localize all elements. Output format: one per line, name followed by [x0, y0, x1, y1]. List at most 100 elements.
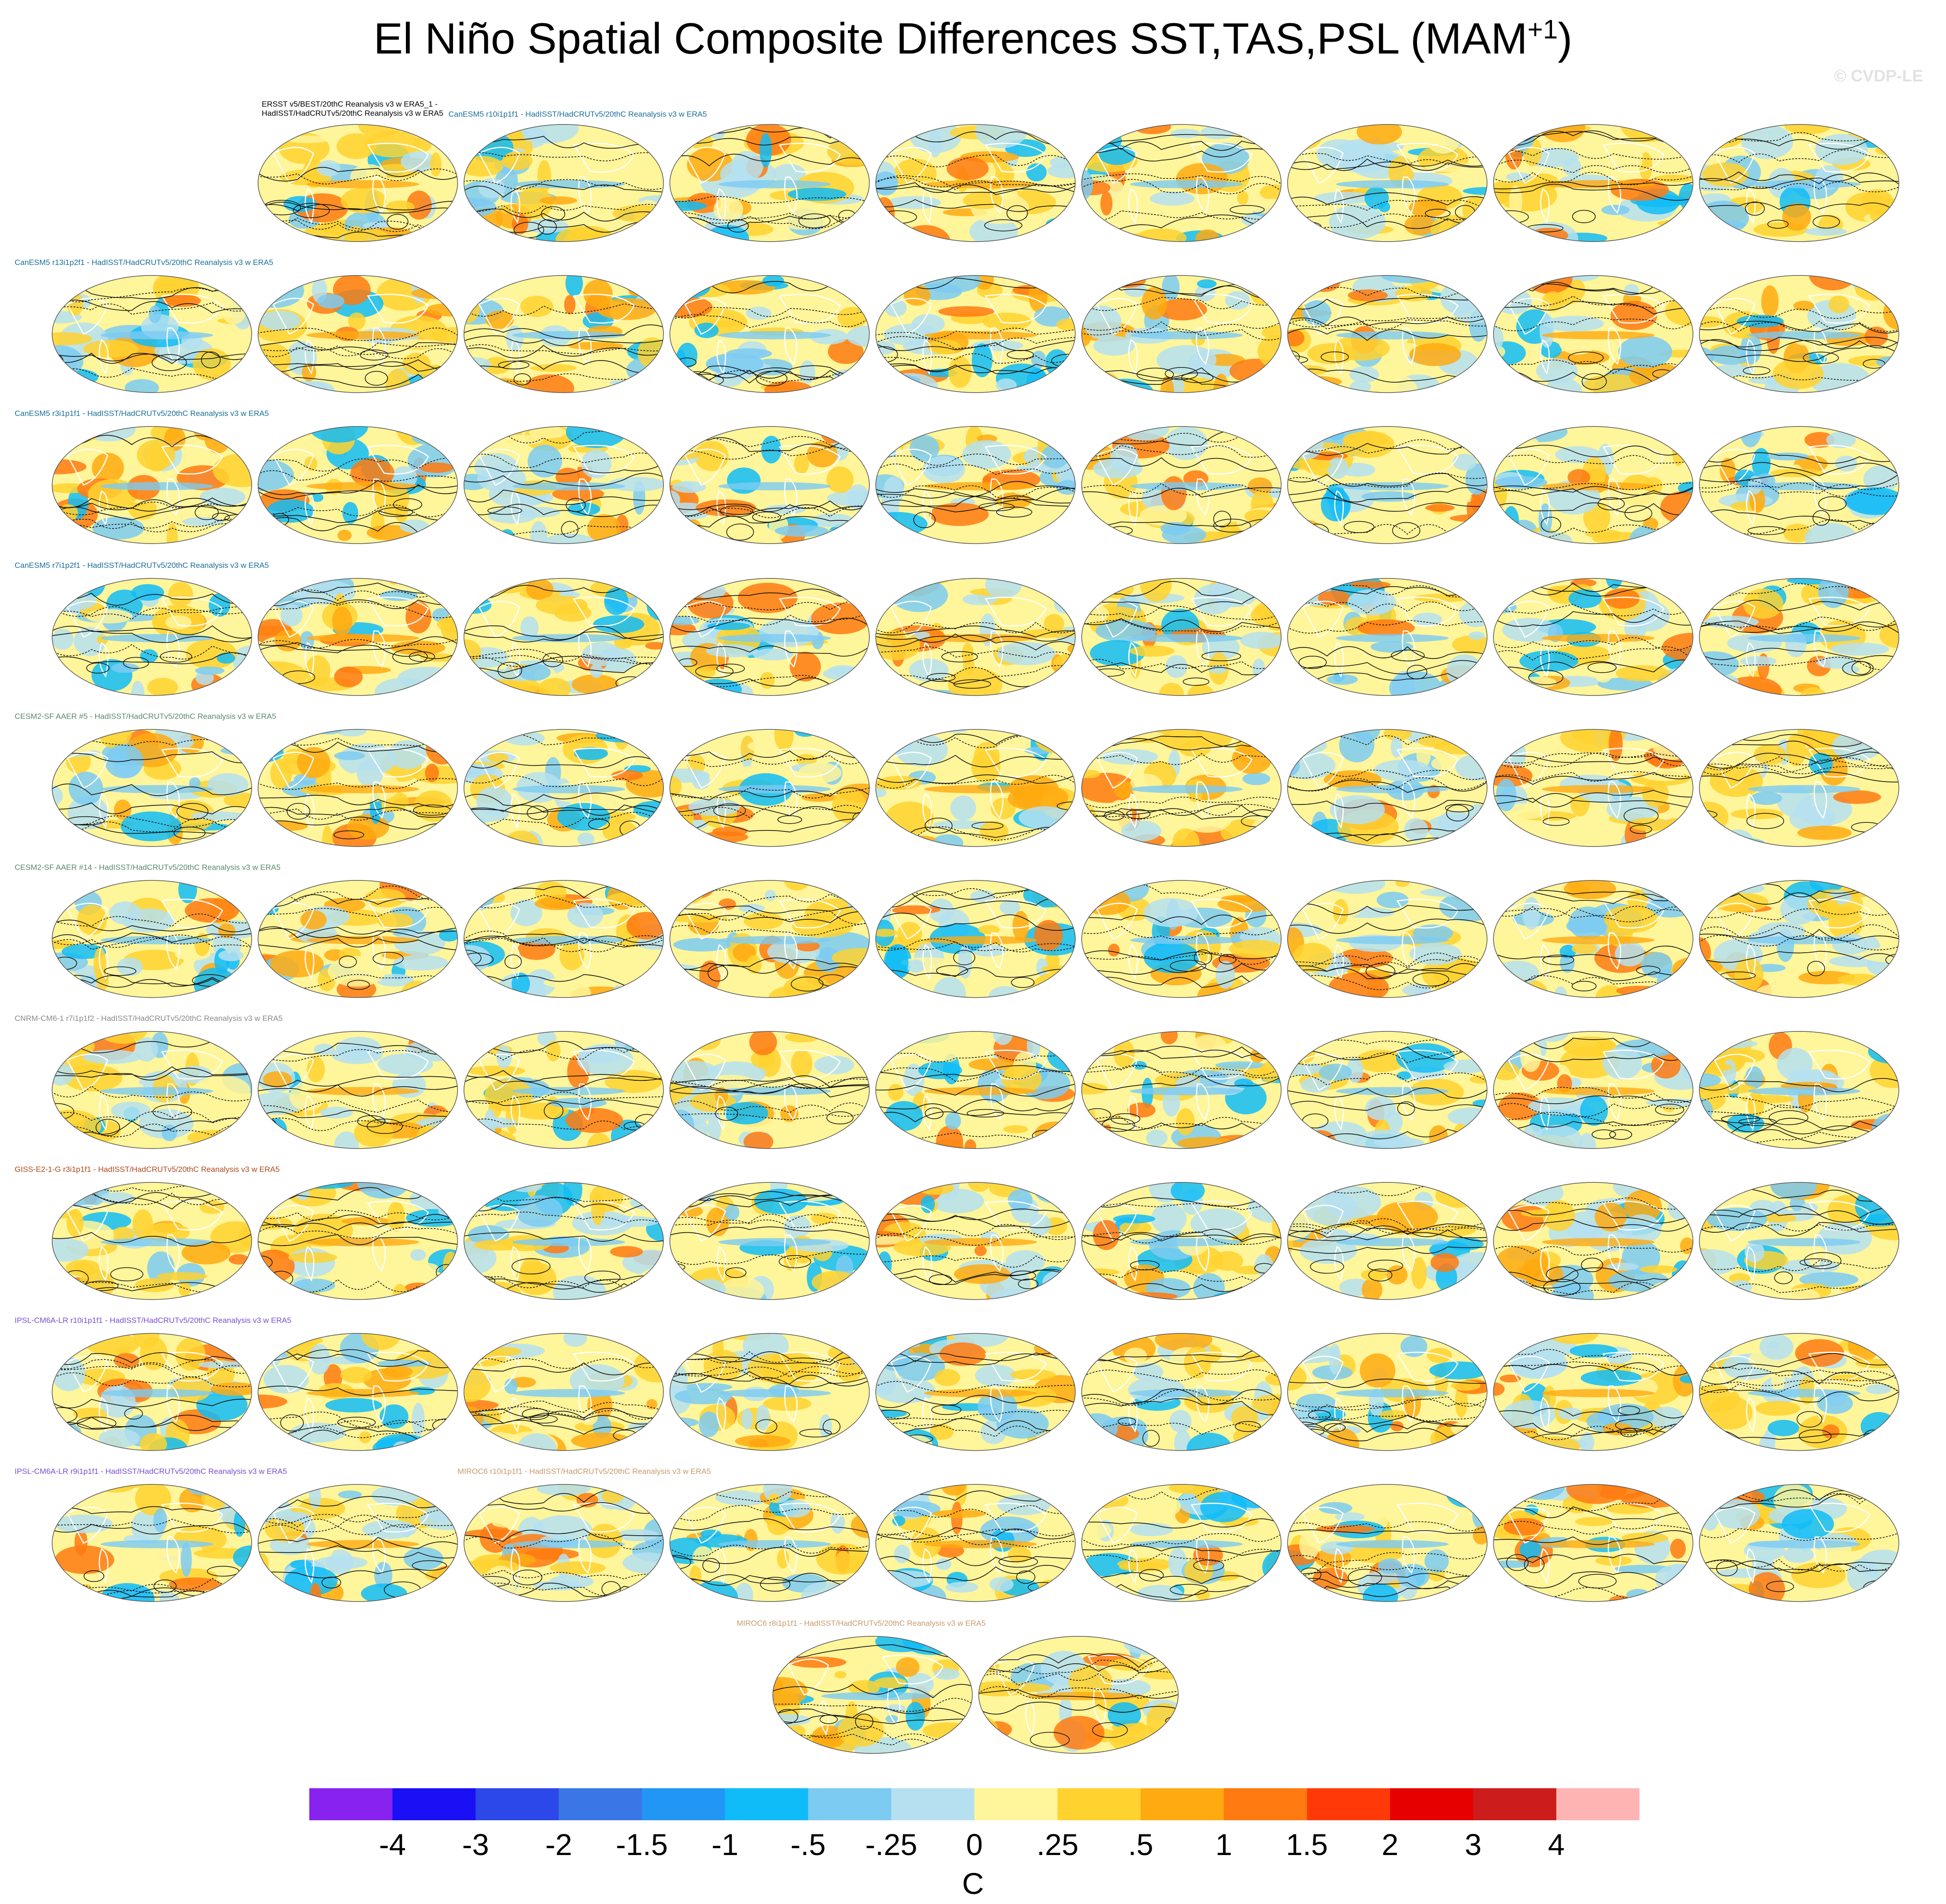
map-border	[669, 1333, 870, 1451]
colorbar-ticks: -4 -3 -2 -1.5 -1 -.5 -.25 0.25.5 1 1.5 2 3 4	[0, 1827, 1946, 1868]
anomaly-patch	[1374, 760, 1431, 782]
psl-contour	[876, 363, 1075, 374]
anomaly-patch	[394, 930, 445, 955]
map-field	[1082, 729, 1281, 847]
psl-contour	[1082, 1398, 1281, 1415]
map-border	[669, 1031, 870, 1149]
psl-contour-closed	[1343, 521, 1375, 533]
land-outline	[272, 297, 314, 335]
anomaly-patch	[1129, 645, 1175, 657]
anomaly-patch	[746, 1215, 770, 1238]
psl-contour	[876, 1232, 1075, 1246]
psl-contour	[52, 608, 252, 620]
composite-map	[875, 1484, 1076, 1602]
anomaly-patch	[670, 200, 707, 211]
anomaly-patch	[1082, 888, 1131, 915]
psl-contour-closed	[1170, 960, 1207, 972]
psl-contour-closed	[826, 1111, 854, 1125]
psl-contour-closed	[913, 512, 936, 529]
anomaly-patch	[296, 1187, 310, 1201]
anomaly-patch	[1035, 384, 1062, 393]
anomaly-patch	[1618, 335, 1672, 368]
anomaly-patch	[689, 1565, 702, 1587]
map-border	[1493, 1182, 1693, 1300]
anomaly-patch	[1100, 1144, 1153, 1149]
psl-contour	[876, 621, 1075, 633]
land-outline	[1396, 747, 1459, 778]
psl-contour-closed	[1082, 1275, 1095, 1284]
psl-contour	[464, 656, 663, 667]
anomaly-patch	[1495, 1245, 1549, 1279]
psl-contour	[258, 1226, 458, 1239]
land-outline	[1508, 751, 1550, 789]
anomaly-patch	[1240, 631, 1281, 649]
colorbar-tick-label: 1	[1215, 1828, 1232, 1861]
psl-contour	[464, 1047, 663, 1061]
land-outline	[367, 444, 429, 475]
psl-contour	[258, 938, 458, 950]
psl-contour	[464, 935, 663, 948]
anomaly-patch	[336, 729, 367, 737]
anomaly-patch	[1430, 1253, 1459, 1272]
anomaly-patch	[1162, 525, 1207, 544]
psl-contour	[258, 168, 458, 184]
land-outline	[1190, 596, 1253, 627]
psl-contour	[1082, 618, 1281, 632]
psl-contour	[1699, 480, 1899, 494]
map-border	[464, 1484, 664, 1602]
anomaly-patch	[831, 1500, 864, 1518]
anomaly-patch	[465, 1424, 479, 1451]
anomaly-patch	[464, 1423, 484, 1437]
composite-map	[52, 275, 252, 393]
equatorial-band	[1747, 1389, 1861, 1397]
anomaly-patch	[1045, 951, 1060, 970]
equatorial-band	[512, 482, 625, 491]
anomaly-patch	[977, 1407, 998, 1415]
anomaly-patch	[1140, 505, 1187, 526]
anomaly-patch	[1455, 729, 1487, 746]
colorbar-tick-label: -1	[712, 1828, 739, 1861]
land-outline	[304, 1246, 314, 1282]
anomaly-patch	[161, 1124, 178, 1141]
land-outline	[1714, 1204, 1756, 1242]
anomaly-patch	[962, 593, 997, 605]
colorbar-tick-label: 0	[966, 1828, 983, 1861]
anomaly-patch	[225, 1590, 247, 1602]
psl-contour	[1082, 804, 1281, 817]
psl-contour	[1699, 908, 1899, 921]
anomaly-patch	[727, 652, 752, 682]
land-outline	[1813, 176, 1827, 214]
anomaly-patch	[375, 974, 414, 987]
composite-map	[1699, 880, 1899, 998]
anomaly-patch	[550, 1561, 606, 1575]
psl-contour	[1082, 1422, 1281, 1437]
anomaly-patch	[258, 1335, 275, 1362]
land-outline	[1402, 176, 1416, 214]
panel-label: MIROC6 r10i1p1f1 - HadISST/HadCRUTv5/20t…	[458, 1467, 711, 1476]
land-outline	[778, 1049, 841, 1080]
land-outline	[1602, 898, 1665, 929]
anomaly-patch	[1248, 226, 1281, 242]
anomaly-patch	[979, 1636, 989, 1653]
anomaly-patch	[1495, 960, 1539, 985]
psl-contour	[670, 445, 869, 460]
anomaly-patch	[1082, 1269, 1099, 1285]
land-outline	[272, 751, 314, 789]
composite-map	[1081, 1031, 1282, 1149]
land-outline	[1302, 902, 1344, 940]
colorbar-tick-label: 1.5	[1286, 1828, 1328, 1861]
anomaly-patch	[549, 1098, 607, 1108]
composite-map	[1081, 1182, 1282, 1300]
psl-contour	[52, 518, 252, 529]
psl-contour-closed	[1164, 367, 1198, 380]
map-border	[1287, 1182, 1488, 1300]
anomaly-patch	[1042, 1487, 1058, 1502]
anomaly-patch	[735, 1435, 791, 1448]
psl-contour-closed	[1110, 1113, 1141, 1125]
psl-contour	[1288, 967, 1487, 979]
psl-contour	[1493, 611, 1693, 627]
anomaly-patch	[1239, 1533, 1254, 1547]
anomaly-patch	[641, 426, 663, 439]
psl-contour	[1493, 183, 1693, 201]
anomaly-patch	[956, 1734, 969, 1743]
